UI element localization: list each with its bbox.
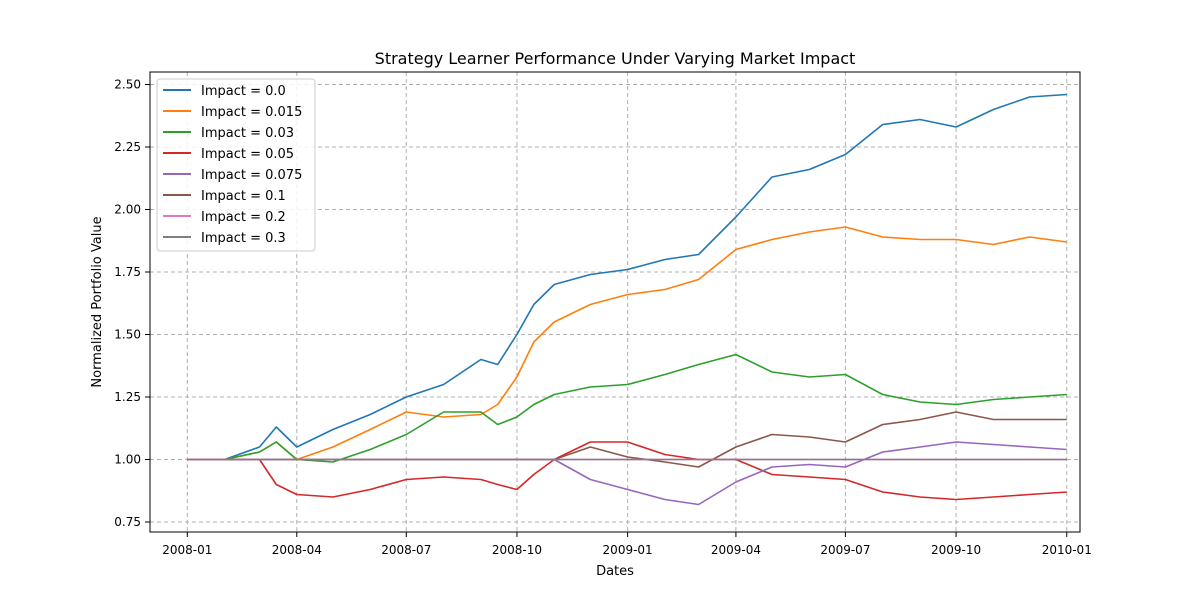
x-tick-label: 2010-01 [1042, 543, 1092, 557]
y-tick-label: 2.50 [114, 78, 141, 92]
x-tick-label: 2008-07 [381, 543, 431, 557]
y-axis-label: Normalized Portfolio Value [90, 216, 105, 387]
y-tick-label: 1.25 [114, 390, 141, 404]
x-tick-label: 2008-10 [492, 543, 542, 557]
y-tick-label: 0.75 [114, 515, 141, 529]
x-tick-label: 2008-01 [162, 543, 212, 557]
series-line-3 [187, 441, 1067, 501]
series-line-1 [187, 226, 1067, 461]
legend-label: Impact = 0.1 [201, 189, 286, 204]
x-axis: 2008-01 2008-04 2008-07 2008-10 2009-01 2009-… [162, 532, 1092, 557]
x-tick-label: 2008-04 [272, 543, 322, 557]
plot-area-frame [149, 71, 1081, 533]
y-tick-label: 2.00 [114, 203, 141, 217]
legend-label: Impact = 0.03 [201, 126, 294, 141]
x-tick-label: 2009-10 [931, 543, 981, 557]
chart-title: Strategy Learner Performance Under Varyi… [375, 49, 856, 68]
legend: Impact = 0.0 Impact = 0.015 Impact = 0.03 I… [156, 78, 316, 252]
x-axis-label: Dates [596, 564, 634, 579]
y-tick-label: 1.75 [114, 265, 141, 279]
x-tick-label: 2009-04 [711, 543, 761, 557]
legend-label: Impact = 0.015 [201, 105, 302, 120]
series-line-2 [187, 353, 1067, 463]
y-tick-label: 1.00 [114, 453, 141, 467]
legend-box [156, 78, 316, 252]
legend-label: Impact = 0.3 [201, 231, 286, 246]
y-axis: 0.75 1.00 1.25 1.50 1.75 2.00 2.25 2.50 [114, 78, 150, 529]
x-tick-label: 2009-01 [603, 543, 653, 557]
y-tick-label: 1.50 [114, 328, 141, 342]
legend-label: Impact = 0.2 [201, 210, 286, 225]
series-line-0 [187, 93, 1067, 461]
legend-label: Impact = 0.0 [201, 84, 286, 99]
legend-label: Impact = 0.075 [201, 168, 302, 183]
y-tick-label: 2.25 [114, 140, 141, 154]
x-tick-label: 2009-07 [820, 543, 870, 557]
series-lines [187, 93, 1067, 506]
legend-label: Impact = 0.05 [201, 147, 294, 162]
